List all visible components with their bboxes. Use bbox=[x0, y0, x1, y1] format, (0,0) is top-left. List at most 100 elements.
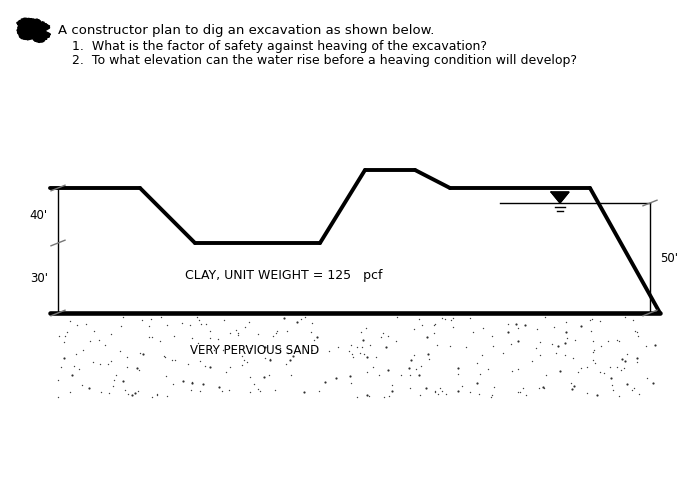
Point bbox=[252, 330, 263, 338]
Point bbox=[576, 364, 587, 372]
Point bbox=[244, 318, 255, 326]
Point bbox=[345, 378, 356, 386]
Point bbox=[332, 343, 344, 351]
Point bbox=[566, 379, 577, 387]
Point bbox=[640, 342, 652, 350]
Point bbox=[195, 357, 206, 365]
Point bbox=[307, 319, 318, 327]
Point bbox=[440, 390, 452, 398]
Point bbox=[432, 390, 443, 398]
Point bbox=[606, 374, 617, 382]
Point bbox=[131, 364, 142, 372]
Point bbox=[187, 378, 198, 386]
Point bbox=[59, 338, 70, 346]
Point bbox=[55, 363, 66, 371]
Point bbox=[521, 391, 532, 399]
Text: VERY PERVIOUS SAND: VERY PERVIOUS SAND bbox=[190, 344, 319, 357]
Point bbox=[58, 354, 69, 362]
Point bbox=[587, 337, 598, 345]
Point bbox=[100, 341, 111, 349]
Point bbox=[613, 392, 624, 400]
Point bbox=[121, 364, 132, 372]
Point bbox=[585, 327, 596, 335]
Point bbox=[184, 321, 195, 329]
Point bbox=[69, 362, 80, 370]
Point bbox=[512, 365, 524, 373]
Point bbox=[598, 369, 610, 376]
Point bbox=[391, 313, 402, 321]
Point bbox=[80, 320, 92, 328]
Point bbox=[627, 385, 638, 393]
Point bbox=[375, 334, 386, 342]
Point bbox=[437, 314, 448, 322]
Point bbox=[629, 327, 641, 335]
Point bbox=[460, 343, 471, 351]
Point bbox=[362, 353, 373, 361]
Point bbox=[270, 343, 281, 351]
Point bbox=[421, 333, 433, 341]
Point bbox=[283, 349, 294, 357]
Point bbox=[146, 333, 158, 341]
Point bbox=[592, 391, 603, 399]
Point bbox=[346, 341, 357, 349]
Point bbox=[357, 343, 368, 351]
Point bbox=[230, 326, 241, 334]
Point bbox=[447, 314, 458, 322]
Point bbox=[132, 387, 143, 395]
Text: 50': 50' bbox=[660, 251, 678, 264]
Text: 40': 40' bbox=[30, 209, 48, 222]
Point bbox=[631, 354, 643, 362]
Point bbox=[587, 315, 598, 323]
Point bbox=[358, 336, 369, 344]
Point bbox=[473, 390, 484, 398]
Point bbox=[167, 380, 178, 388]
Point bbox=[409, 352, 420, 360]
Point bbox=[260, 343, 271, 351]
Point bbox=[96, 388, 107, 396]
Point bbox=[486, 332, 498, 340]
Point bbox=[351, 343, 362, 351]
Point bbox=[187, 379, 198, 387]
Point bbox=[272, 327, 283, 335]
Point bbox=[405, 371, 416, 378]
Point bbox=[619, 358, 630, 366]
Point bbox=[414, 391, 425, 399]
Point bbox=[106, 357, 117, 365]
Point bbox=[177, 377, 188, 385]
Point bbox=[547, 340, 558, 348]
Point bbox=[64, 317, 76, 325]
Point bbox=[60, 332, 71, 340]
Point bbox=[361, 391, 372, 399]
Point bbox=[263, 371, 274, 379]
Point bbox=[323, 347, 334, 355]
Point bbox=[253, 385, 264, 393]
Point bbox=[611, 363, 622, 371]
Point bbox=[534, 384, 545, 392]
Point bbox=[534, 351, 545, 359]
Point bbox=[410, 365, 421, 373]
Point bbox=[83, 383, 94, 391]
Point bbox=[404, 384, 415, 392]
Point bbox=[258, 374, 270, 381]
Point bbox=[320, 378, 331, 386]
Point bbox=[358, 350, 369, 358]
Point bbox=[622, 350, 633, 358]
Point bbox=[512, 324, 524, 332]
Point bbox=[487, 342, 498, 350]
Point bbox=[223, 386, 235, 394]
Point bbox=[114, 347, 125, 355]
Point bbox=[169, 356, 181, 364]
Point bbox=[594, 368, 606, 376]
Point bbox=[588, 356, 599, 364]
Point bbox=[248, 380, 259, 388]
Point bbox=[477, 351, 488, 359]
Point bbox=[77, 346, 88, 354]
Point bbox=[121, 353, 132, 361]
Point bbox=[513, 338, 524, 346]
Point bbox=[377, 329, 388, 337]
Point bbox=[224, 329, 235, 337]
Point bbox=[183, 360, 194, 368]
Point bbox=[552, 342, 564, 350]
Point bbox=[198, 380, 209, 388]
Point bbox=[312, 333, 323, 341]
